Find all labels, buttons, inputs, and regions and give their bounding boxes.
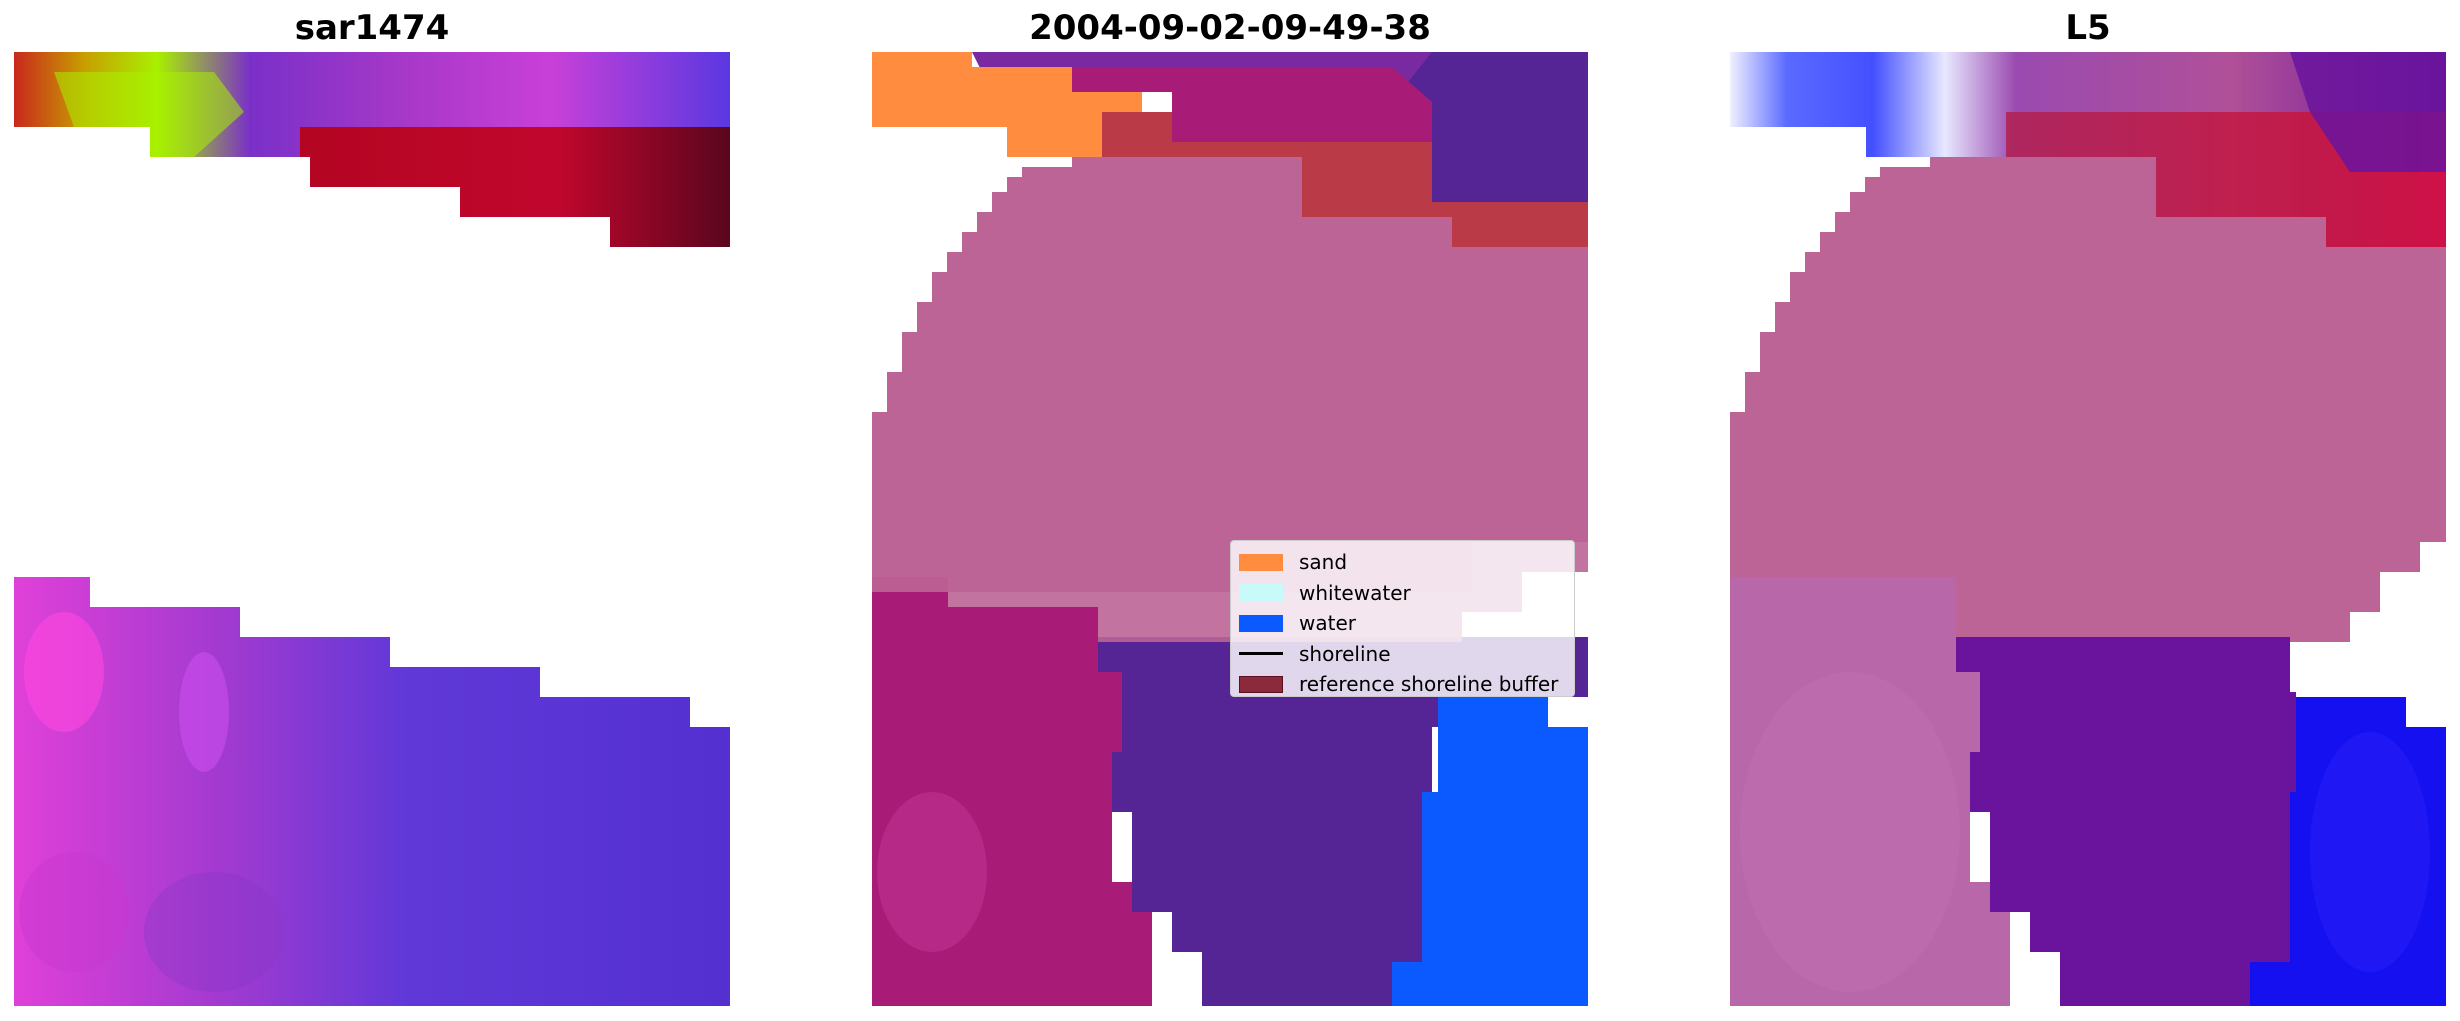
classified-image bbox=[872, 52, 1588, 1006]
sar1474-image bbox=[14, 52, 730, 1006]
panel-title-sar1474: sar1474 bbox=[294, 8, 450, 48]
legend-label-shoreline: shoreline bbox=[1299, 641, 1391, 666]
panel-title-l5: L5 bbox=[2065, 8, 2111, 48]
legend-line-shoreline bbox=[1239, 645, 1283, 662]
legend: sand whitewater water shoreline referenc… bbox=[1230, 540, 1575, 697]
legend-item-reference-shoreline-buffer: reference shoreline buffer bbox=[1239, 669, 1566, 700]
legend-label-reference-shoreline-buffer: reference shoreline buffer bbox=[1299, 672, 1559, 697]
legend-swatch-whitewater bbox=[1239, 584, 1283, 602]
panel-title-date: 2004-09-02-09-49-38 bbox=[1029, 8, 1431, 48]
legend-label-water: water bbox=[1299, 611, 1356, 636]
legend-swatch-reference-shoreline-buffer bbox=[1239, 675, 1283, 693]
legend-item-whitewater: whitewater bbox=[1239, 578, 1566, 609]
legend-label-whitewater: whitewater bbox=[1299, 580, 1411, 605]
classified-image-panel bbox=[872, 52, 1588, 1006]
legend-item-shoreline: shoreline bbox=[1239, 639, 1566, 670]
l5-image bbox=[1730, 52, 2446, 1006]
legend-item-sand: sand bbox=[1239, 547, 1566, 578]
legend-swatch-water bbox=[1239, 614, 1283, 632]
l5-image-panel bbox=[1730, 52, 2446, 1006]
legend-swatch-sand bbox=[1239, 553, 1283, 571]
sar1474-image-panel bbox=[14, 52, 730, 1006]
legend-item-water: water bbox=[1239, 608, 1566, 639]
legend-label-sand: sand bbox=[1299, 550, 1348, 575]
